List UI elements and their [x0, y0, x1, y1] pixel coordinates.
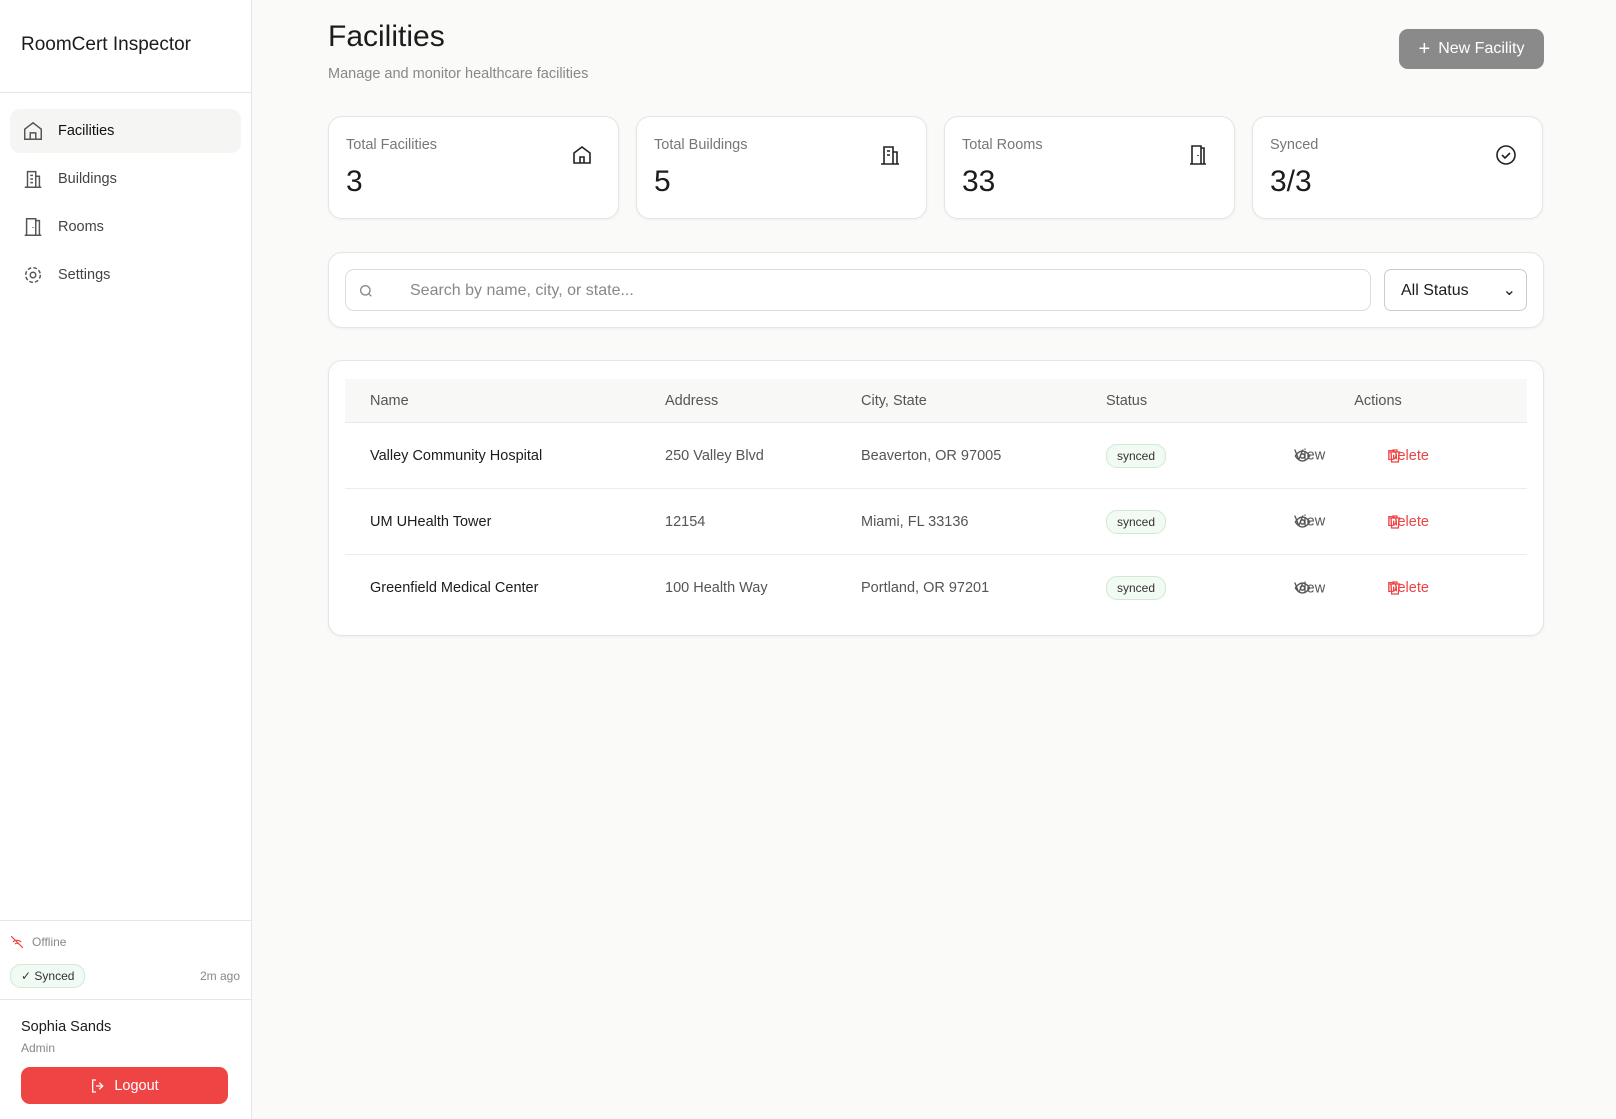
logout-button[interactable]: Logout: [21, 1067, 228, 1104]
delete-label: Delete: [1387, 580, 1429, 596]
status-filter[interactable]: All Status ⌄: [1384, 269, 1527, 311]
table-cell: 12154: [665, 513, 706, 530]
brand: RoomCert Inspector: [0, 0, 251, 93]
user-role: Admin: [21, 1041, 56, 1055]
view-label: View: [1294, 447, 1326, 464]
view-label: View: [1294, 513, 1326, 530]
nav-item[interactable]: Settings: [10, 253, 241, 297]
sync-badge: ✓ Synced: [10, 964, 86, 988]
last-sync: 2m ago: [199, 969, 240, 983]
new-facility-button[interactable]: + New Facility: [1399, 29, 1544, 69]
button-label: New Facility: [1438, 40, 1525, 57]
delete-button[interactable]: Delete: [1387, 580, 1429, 596]
view-button[interactable]: View: [1294, 580, 1325, 597]
delete-label: Delete: [1387, 513, 1429, 530]
table-cell: UM UHealth Tower: [370, 513, 492, 530]
column-header: Address: [665, 392, 719, 409]
nav: Facilities Buildings Rooms Settings: [0, 93, 251, 317]
user-name: Sophia Sands: [21, 1019, 112, 1035]
status-badge: synced: [1106, 509, 1167, 534]
table-cell: Miami, FL 33136: [861, 513, 969, 530]
table-cell: Greenfield Medical Center: [370, 580, 539, 596]
stat-value: 33: [962, 165, 996, 198]
delete-label: Delete: [1387, 447, 1429, 464]
column-header: Actions: [1354, 392, 1402, 409]
sync-label: Synced: [34, 969, 75, 983]
stat-value: 5: [654, 165, 671, 198]
table-row: UM UHealth Tower 12154 Miami, FL 33136 sync…: [345, 489, 1527, 555]
stat-label: Total Buildings: [654, 137, 748, 153]
nav-label: Buildings: [58, 171, 117, 187]
table-cell: 250 Valley Blvd: [665, 447, 764, 464]
table-cell: 100 Health Way: [665, 580, 768, 596]
column-header: Status: [1106, 392, 1148, 409]
column-header: City, State: [861, 392, 927, 409]
stat-value: 3/3: [1270, 165, 1312, 198]
stat-card: Synced 3/3: [1252, 116, 1543, 219]
filter-label: All Status: [1401, 282, 1469, 299]
table-row: Greenfield Medical Center 100 Health Way P…: [345, 555, 1527, 621]
search-card: Search by name, city, or state... All St…: [328, 252, 1544, 328]
search-input[interactable]: Search by name, city, or state...: [345, 269, 1371, 311]
delete-button[interactable]: Delete: [1387, 514, 1429, 530]
table-row: Valley Community Hospital 250 Valley Blvd…: [345, 423, 1527, 489]
stat-card: Total Buildings 5: [636, 116, 927, 219]
nav-label: Facilities: [58, 123, 115, 139]
stat-label: Synced: [1270, 137, 1319, 153]
nav-label: Settings: [58, 267, 111, 283]
delete-button[interactable]: Delete: [1387, 448, 1429, 464]
nav-item[interactable]: Buildings: [10, 157, 241, 201]
table-cell: Beaverton, OR 97005: [861, 447, 1002, 464]
page-title: Facilities: [328, 20, 445, 53]
search-placeholder: Search by name, city, or state...: [410, 282, 634, 299]
user: Sophia Sands Admin Logout: [21, 1000, 228, 1104]
table-cell: Portland, OR 97201: [861, 580, 990, 596]
stat-label: Total Rooms: [962, 137, 1043, 153]
connection-label: Offline: [32, 935, 67, 949]
stat-value: 3: [346, 165, 363, 198]
status-badge: synced: [1106, 576, 1167, 600]
sidebar: RoomCert Inspector Facilities Buildings …: [0, 0, 252, 1119]
status-badge: synced: [1106, 443, 1167, 468]
nav-item[interactable]: Facilities: [10, 109, 241, 153]
nav-item[interactable]: Rooms: [10, 205, 241, 249]
view-label: View: [1294, 580, 1326, 596]
page-subtitle: Manage and monitor healthcare facilities: [328, 66, 589, 82]
table-cell: Valley Community Hospital: [370, 447, 543, 464]
stat-card: Total Facilities 3: [328, 116, 619, 219]
view-button[interactable]: View: [1294, 447, 1325, 464]
table-header: Name Address City, State Status Actions: [345, 379, 1527, 423]
stat-card: Total Rooms 33: [944, 116, 1235, 219]
column-header: Name: [370, 392, 409, 409]
view-button[interactable]: View: [1294, 513, 1325, 530]
logout-label: Logout: [114, 1077, 159, 1094]
stat-label: Total Facilities: [346, 137, 438, 153]
nav-label: Rooms: [58, 219, 104, 235]
table-card: Name Address City, State Status Actions Valle…: [328, 360, 1544, 636]
connection: Offline: [10, 935, 66, 949]
sync-panel: Offline ✓ Synced 2m ago: [0, 920, 251, 1000]
